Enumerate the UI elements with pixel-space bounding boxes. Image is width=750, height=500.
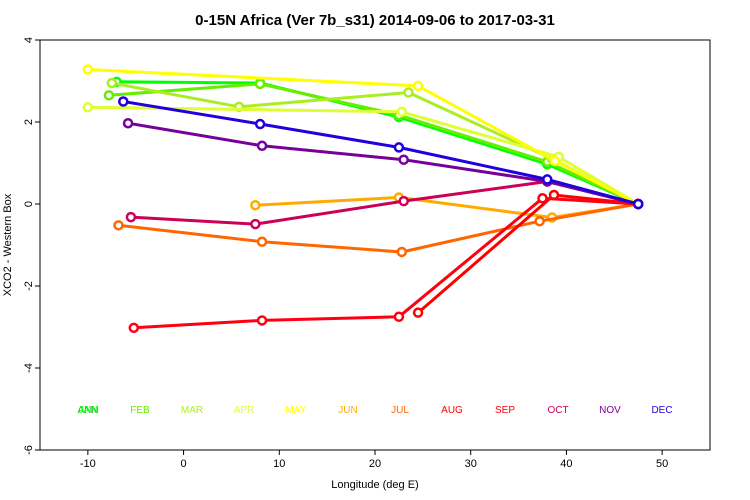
data-point	[412, 307, 424, 318]
chart-title: 0-15N Africa (Ver 7b_s31) 2014-09-06 to …	[195, 12, 555, 29]
data-point	[256, 140, 268, 152]
series-may	[82, 64, 644, 210]
data-point	[393, 142, 405, 153]
data-point	[542, 174, 553, 185]
x-tick-label: 40	[560, 458, 572, 470]
data-point	[256, 315, 268, 326]
axis-ticks: -10 0 10 20 30 40 50 -6 -4 -2 0 2 4	[23, 37, 668, 470]
x-tick-label: 0	[181, 458, 187, 470]
data-point	[398, 154, 409, 165]
y-tick-label: 4	[23, 37, 35, 43]
legend-entry-feb: FEB	[130, 405, 150, 416]
x-tick-label: -10	[80, 458, 96, 470]
x-tick-label: 20	[369, 458, 381, 470]
data-point	[632, 198, 644, 210]
legend-entry-jul: JUL	[391, 405, 409, 416]
data-point	[254, 118, 266, 130]
data-point	[82, 101, 94, 113]
legend-entry-ann: ANN	[77, 405, 98, 416]
series-jul	[113, 198, 644, 258]
data-point	[403, 87, 414, 98]
series-line	[87, 105, 639, 206]
data-point	[254, 78, 266, 90]
legend-entry-jan: JAN	[79, 405, 98, 416]
data-point	[537, 193, 548, 204]
data-point	[398, 195, 409, 207]
y-tick-label: -6	[23, 445, 35, 455]
data-point	[256, 236, 268, 247]
data-point	[396, 106, 408, 117]
data-point	[534, 215, 545, 227]
data-point	[113, 220, 124, 231]
y-tick-label: -4	[23, 363, 35, 373]
data-point	[393, 311, 405, 322]
legend-entry-dec: DEC	[651, 405, 672, 416]
series-line	[118, 202, 639, 254]
legend-entry-oct: OCT	[547, 405, 568, 416]
series-line	[417, 193, 639, 314]
legend-entry-mar: MAR	[181, 405, 203, 416]
y-tick-label: -2	[23, 281, 35, 291]
data-point	[128, 322, 140, 334]
series-layer	[82, 64, 644, 334]
x-tick-label: 50	[656, 458, 668, 470]
data-point	[396, 246, 408, 258]
x-tick-label: 30	[465, 458, 477, 470]
data-point	[103, 90, 115, 101]
series-dec	[118, 96, 644, 210]
x-axis-label: Longitude (deg E)	[331, 479, 418, 491]
data-point	[122, 117, 134, 129]
y-tick-label: 0	[23, 201, 35, 207]
legend-entry-nov: NOV	[599, 405, 621, 416]
legend-entry-aug: AUG	[441, 405, 463, 416]
data-point	[125, 211, 137, 223]
legend-entry-apr: APR	[234, 405, 255, 416]
data-point	[106, 77, 118, 89]
plot-frame	[39, 39, 711, 451]
legend-entry-jun: JUN	[338, 405, 357, 416]
data-point	[118, 96, 129, 107]
y-tick-label: 2	[23, 119, 35, 125]
data-point	[250, 218, 261, 230]
legend-entry-sep: SEP	[495, 405, 515, 416]
series-line	[87, 68, 639, 206]
x-tick-label: 10	[273, 458, 285, 470]
legend-entry-may: MAY	[286, 405, 307, 416]
data-point	[549, 155, 561, 167]
data-point	[412, 80, 424, 92]
data-point	[82, 64, 94, 75]
y-axis-label: XCO2 - Western Box	[2, 193, 14, 296]
data-point	[250, 199, 261, 211]
